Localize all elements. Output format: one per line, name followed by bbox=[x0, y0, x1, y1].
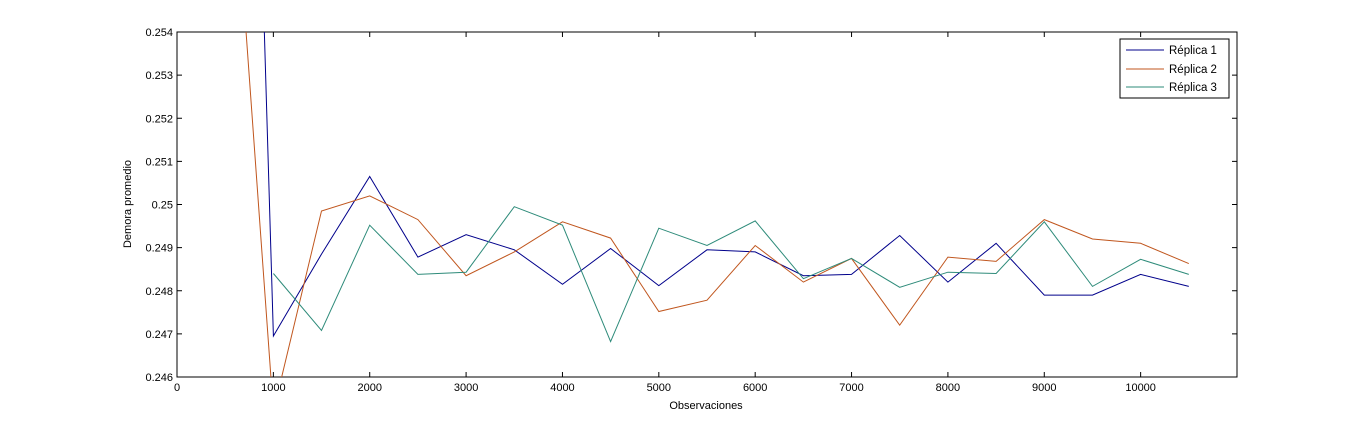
y-tick-label: 0.252 bbox=[145, 113, 173, 125]
y-tick-label: 0.247 bbox=[145, 329, 173, 341]
y-tick-label: 0.251 bbox=[145, 156, 173, 168]
x-tick-label: 0 bbox=[174, 382, 180, 394]
x-tick-label: 8000 bbox=[936, 382, 960, 394]
y-tick-label: 0.254 bbox=[145, 27, 173, 39]
x-tick-label: 6000 bbox=[743, 382, 767, 394]
legend-label-replica-3: Réplica 3 bbox=[1169, 82, 1217, 94]
y-axis-label: Demora promedio bbox=[122, 160, 134, 248]
legend: Réplica 1 Réplica 2 Réplica 3 bbox=[1119, 38, 1230, 99]
x-tick-label: 7000 bbox=[839, 382, 863, 394]
series-lines bbox=[245, 32, 1189, 377]
y-tick-label: 0.248 bbox=[145, 286, 173, 298]
axis-ticks: 0 1000 2000 3000 4000 5000 6000 7000 8000 9000 100… bbox=[145, 27, 1237, 394]
series-line-replica-2 bbox=[245, 32, 1189, 377]
legend-label-replica-1: Réplica 1 bbox=[1169, 45, 1217, 57]
legend-label-replica-2: Réplica 2 bbox=[1169, 64, 1217, 76]
x-tick-label: 4000 bbox=[550, 382, 574, 394]
plot-area bbox=[176, 31, 1238, 378]
x-axis-label: Observaciones bbox=[669, 400, 743, 412]
y-tick-label: 0.25 bbox=[152, 200, 173, 212]
x-tick-label: 2000 bbox=[357, 382, 381, 394]
x-tick-label: 3000 bbox=[454, 382, 478, 394]
series-line-replica-3 bbox=[273, 206, 1189, 343]
y-tick-label: 0.246 bbox=[145, 372, 173, 384]
y-tick-label: 0.249 bbox=[145, 243, 173, 255]
y-tick-label: 0.253 bbox=[145, 70, 173, 82]
x-tick-label: 1000 bbox=[261, 382, 285, 394]
x-tick-label: 5000 bbox=[647, 382, 671, 394]
x-tick-label: 10000 bbox=[1125, 382, 1156, 394]
x-tick-label: 9000 bbox=[1032, 382, 1056, 394]
